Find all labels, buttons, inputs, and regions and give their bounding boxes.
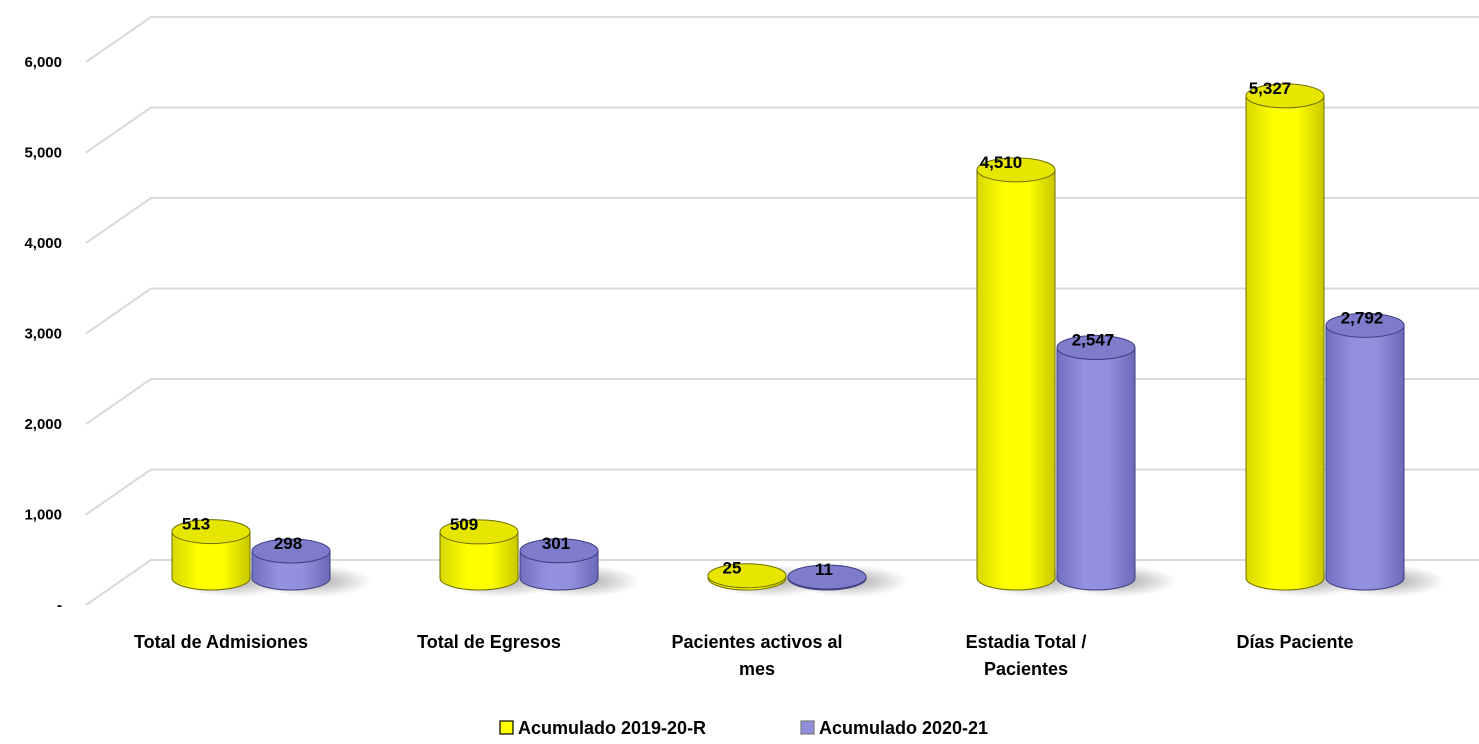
bar-series2 <box>1056 346 1136 591</box>
x-category-label: Días Paciente <box>1236 632 1353 652</box>
bar-series1 <box>439 531 519 591</box>
y-tick-label: 5,000 <box>24 145 62 162</box>
y-tick-label: 4,000 <box>24 235 62 252</box>
gridline <box>85 16 1479 63</box>
legend-label: Acumulado 2019-20-R <box>518 718 706 738</box>
bar-top <box>1056 334 1136 360</box>
data-label: 25 <box>723 559 742 578</box>
y-tick-label: - <box>57 597 62 614</box>
bar-series1 <box>1245 95 1325 591</box>
data-label: 513 <box>182 515 210 534</box>
bar-top <box>439 519 519 545</box>
bar-top <box>519 538 599 564</box>
bar-series2 <box>1325 324 1405 591</box>
data-label: 4,510 <box>980 153 1023 172</box>
legend-swatch <box>800 720 815 735</box>
legend: Acumulado 2019-20-R Acumulado 2020-21 <box>499 718 988 738</box>
y-tick-label: 1,000 <box>24 507 62 524</box>
legend-swatch <box>499 720 514 735</box>
x-category-label: Total de Admisiones <box>134 632 308 652</box>
bar-top <box>171 519 251 545</box>
bar-series1 <box>171 531 251 591</box>
gridline <box>85 106 1479 154</box>
bar-series1 <box>976 169 1056 591</box>
bar-top <box>787 564 867 590</box>
data-label: 509 <box>450 515 478 534</box>
bar-top <box>251 538 331 564</box>
x-category-label: Estadia Total / Pacientes <box>966 632 1087 679</box>
bar-top <box>1245 83 1325 109</box>
bar-top <box>707 563 787 589</box>
y-tick-label: 2,000 <box>24 416 62 433</box>
data-label: 2,792 <box>1341 308 1384 327</box>
data-label: 11 <box>815 560 833 579</box>
data-label: 2,547 <box>1072 330 1115 349</box>
data-label: 5,327 <box>1249 79 1292 98</box>
y-tick-label: 6,000 <box>24 54 62 71</box>
x-category-label: Pacientes activos al mes <box>671 632 842 679</box>
y-tick-label: 3,000 <box>24 326 62 343</box>
data-label: 301 <box>542 534 570 553</box>
x-category-label: Total de Egresos <box>417 632 561 652</box>
bar-top <box>976 157 1056 183</box>
legend-label: Acumulado 2020-21 <box>819 718 988 738</box>
data-label: 298 <box>274 534 302 553</box>
bar-top <box>1325 312 1405 338</box>
